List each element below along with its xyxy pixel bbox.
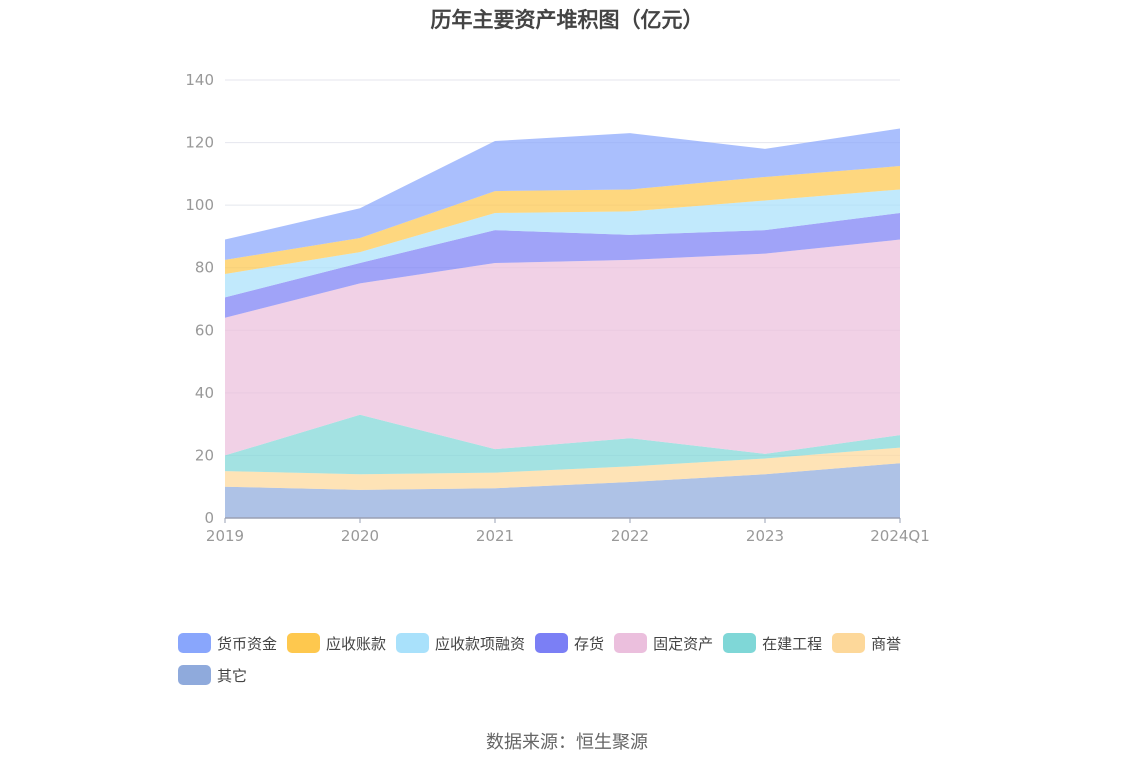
legend-swatch	[832, 633, 866, 653]
legend-swatch	[723, 633, 757, 653]
x-tick-label: 2024Q1	[870, 527, 930, 545]
y-tick-label: 80	[195, 259, 214, 277]
legend-label: 其它	[217, 666, 248, 685]
legend-label: 存货	[574, 634, 605, 653]
legend-swatch	[535, 633, 569, 653]
legend-label: 应收账款	[326, 634, 387, 653]
legend-item[interactable]: 固定资产	[614, 632, 713, 654]
y-tick-label: 120	[185, 134, 214, 152]
area-4	[225, 212, 900, 318]
x-tick-label: 2019	[206, 527, 244, 545]
legend-item[interactable]: 商誉	[832, 632, 901, 654]
x-tick-label: 2022	[611, 527, 649, 545]
source-note: 数据来源：恒生聚源	[486, 732, 648, 753]
legend-item[interactable]: 存货	[535, 632, 604, 654]
x-tick-label: 2020	[341, 527, 379, 545]
legend-swatch	[178, 633, 211, 653]
legend-item[interactable]: 应收款项融资	[396, 632, 525, 654]
y-tick-label: 20	[195, 446, 214, 464]
axes: 0 20 40 60 80 100 120 140 2019 2020 2021 2022 2023 20…	[185, 71, 929, 545]
x-tick-label: 2023	[746, 527, 784, 545]
legend-item[interactable]: 其它	[178, 664, 247, 686]
area-7	[225, 128, 900, 260]
legend-swatch	[178, 665, 211, 685]
chart-title: 历年主要资产堆积图（亿元）	[430, 8, 704, 32]
area-series	[225, 128, 900, 518]
legend-swatch	[396, 633, 430, 653]
area-5	[225, 189, 900, 298]
area-2	[225, 414, 900, 475]
legend-label: 商誉	[871, 634, 902, 653]
legend-item[interactable]: 在建工程	[723, 632, 822, 654]
legend-swatch	[614, 633, 648, 653]
area-0	[225, 463, 900, 518]
y-tick-label: 140	[185, 71, 214, 89]
area-3	[225, 239, 900, 456]
stacked-area-chart: 0 20 40 60 80 100 120 140 2019 2020 2021 2022 2023 20…	[185, 71, 929, 545]
y-tick-label: 60	[195, 321, 214, 339]
x-tick-label: 2021	[476, 527, 514, 545]
y-tick-label: 100	[185, 196, 214, 214]
area-1	[225, 447, 900, 490]
legend-label: 固定资产	[653, 634, 714, 653]
y-tick-label: 40	[195, 384, 214, 402]
legend-label: 在建工程	[762, 634, 823, 653]
legend-label: 货币资金	[217, 634, 278, 653]
area-6	[225, 166, 900, 274]
y-tick-label: 0	[204, 509, 214, 527]
legend-item[interactable]: 货币资金	[178, 632, 277, 654]
legend: 货币资金 应收账款 应收款项融资 存货 固定资产 在建工程 商誉其它	[178, 632, 978, 696]
legend-label: 应收款项融资	[435, 634, 526, 653]
legend-item[interactable]: 应收账款	[287, 632, 386, 654]
legend-swatch	[287, 633, 321, 653]
